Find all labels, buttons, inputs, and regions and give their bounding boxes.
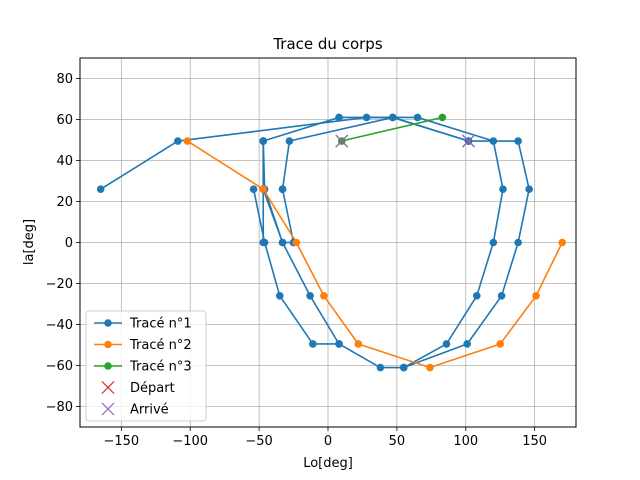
- y-tick-label: −40: [46, 318, 73, 333]
- series-1-point: [335, 340, 343, 348]
- series-2-point: [532, 292, 540, 300]
- series-1-point: [174, 137, 182, 145]
- series-1-point: [489, 137, 498, 145]
- series-1-point: [309, 340, 317, 348]
- series-1-point: [259, 137, 268, 145]
- ticks: −150 −100 −50 0 50 100 150 −80 −60 −40 −20 0 20 40 60 8…: [46, 72, 548, 449]
- legend-entry: Tracé n°2: [94, 338, 192, 353]
- legend-label: Arrivé: [130, 403, 169, 418]
- series-1-point: [275, 292, 284, 300]
- y-tick-label: 80: [56, 72, 73, 87]
- series-1-point: [514, 238, 522, 247]
- x-tick-label: 50: [389, 434, 406, 449]
- series-2-point: [496, 340, 505, 348]
- series-1-segment-3: [252, 189, 340, 345]
- y-tick-label: −60: [46, 359, 73, 374]
- series-1-point: [388, 113, 397, 122]
- series-2-point: [354, 340, 363, 348]
- legend-entry: Départ: [101, 381, 175, 396]
- series-1-point: [525, 185, 533, 193]
- chart-title: Trace du corps: [272, 35, 382, 53]
- series-1-point: [362, 113, 371, 122]
- series-1-point: [335, 113, 343, 122]
- x-tick-label: −150: [103, 434, 139, 449]
- series-1-point: [260, 238, 269, 247]
- series-1-point: [514, 137, 522, 145]
- legend-entry: Arrivé: [101, 403, 169, 418]
- legend-label: Tracé n°3: [129, 360, 192, 375]
- series-2-point: [558, 238, 567, 247]
- series-1-point: [96, 185, 105, 193]
- series-3-line: [341, 116, 443, 142]
- y-tick-label: −80: [46, 400, 73, 415]
- series-1-point: [442, 340, 451, 348]
- legend-box: [85, 310, 207, 422]
- x-tick-label: 150: [522, 434, 547, 449]
- series-1-point: [278, 185, 287, 193]
- legend-label: Tracé n°2: [129, 338, 192, 353]
- series-5-marker: [335, 134, 349, 148]
- series-1-point: [376, 363, 385, 372]
- legend: Tracé n°1 Tracé n°2 Tracé n°3 Départ Arrivé: [85, 310, 207, 422]
- series-1-point: [306, 292, 314, 300]
- series-1-point: [499, 185, 507, 193]
- series-2-point: [320, 292, 328, 300]
- x-tick-label: −50: [245, 434, 272, 449]
- y-tick-label: 0: [65, 236, 73, 251]
- series-1-point: [473, 292, 481, 300]
- y-tick-label: 40: [56, 154, 73, 169]
- series-1-point: [249, 185, 258, 193]
- legend-entry: Tracé n°3: [94, 360, 192, 375]
- y-axis-label: la[deg]: [22, 219, 37, 265]
- series-3-point: [438, 113, 447, 122]
- x-axis-label: Lo[deg]: [303, 456, 353, 471]
- series-1-point: [489, 238, 498, 247]
- series-1-point: [278, 238, 287, 247]
- legend-label: Tracé n°1: [129, 317, 192, 332]
- y-tick-label: −20: [46, 277, 73, 292]
- series-1-point: [285, 137, 294, 145]
- x-tick-label: 0: [324, 434, 332, 449]
- series-1-point: [497, 292, 506, 300]
- series-2-point: [292, 238, 301, 247]
- y-tick-label: 60: [56, 113, 73, 128]
- series-2-line: [187, 140, 563, 369]
- series-1-segment-2: [281, 116, 469, 243]
- grid: [80, 58, 576, 427]
- series-2-point: [426, 363, 434, 372]
- series-1-point: [463, 340, 471, 348]
- series-2-point: [259, 185, 268, 193]
- series-layer: [96, 113, 567, 372]
- series-1-point: [413, 113, 422, 122]
- series-5-marker: [462, 134, 475, 148]
- series-1-point: [399, 363, 408, 372]
- x-tick-label: −100: [172, 434, 208, 449]
- y-tick-label: 20: [56, 195, 73, 210]
- x-tick-label: 100: [453, 434, 478, 449]
- legend-entry: Tracé n°1: [94, 317, 192, 332]
- series-2-point: [183, 137, 192, 145]
- legend-label: Départ: [130, 381, 175, 396]
